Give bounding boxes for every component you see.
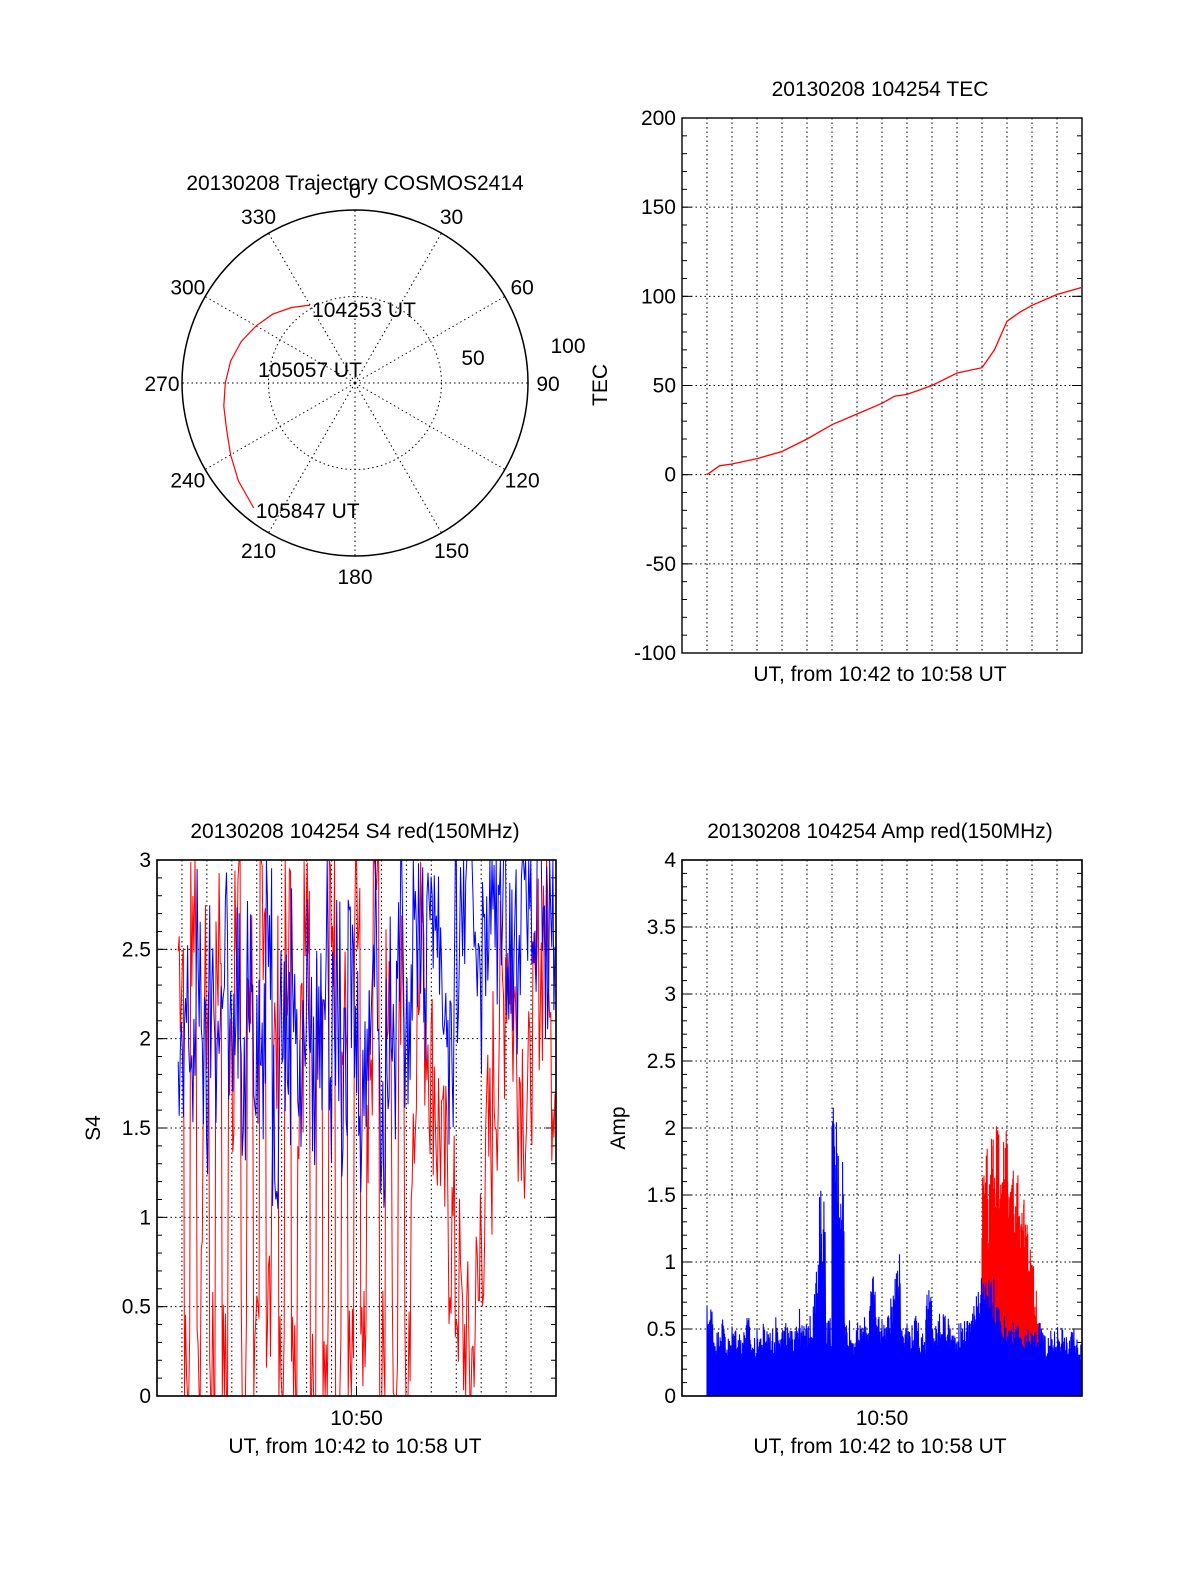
trajectory-start-label: 104253 UT (312, 299, 416, 322)
amp-plot-frame-top (681, 859, 1083, 1397)
trajectory-end-label: 105847 UT (256, 500, 360, 523)
y-tick-label: 1.5 (647, 1184, 676, 1207)
s4-series-line (177, 859, 556, 1397)
y-tick-label: 200 (641, 107, 676, 130)
x-tick-label: 10:50 (330, 1407, 383, 1430)
y-tick-label: 3.5 (647, 916, 676, 939)
y-tick-label: -100 (634, 642, 676, 665)
amp-panel: 20130208 104254 Amp red(150MHz) UT, from… (607, 820, 1083, 1458)
polar-spoke (354, 382, 442, 534)
s4-series-line (177, 859, 556, 1209)
y-tick-label: 3 (139, 849, 151, 872)
y-tick-label: 2 (664, 1117, 676, 1140)
y-tick-label: 0.5 (122, 1296, 151, 1319)
radial-label: 50 (461, 347, 484, 370)
amp-xlabel: UT, from 10:42 to 10:58 UT (753, 1435, 1006, 1458)
azimuth-label: 60 (510, 277, 533, 300)
trajectory-line (223, 304, 311, 509)
azimuth-label: 330 (241, 206, 276, 229)
y-tick-label: 1 (664, 1251, 676, 1274)
y-tick-label: -50 (646, 553, 676, 576)
amp-series-line (981, 1126, 1040, 1397)
tec-grid (682, 117, 1082, 654)
tec-plot-frame (681, 117, 1083, 654)
y-tick-label: 1 (139, 1206, 151, 1229)
azimuth-label: 0 (349, 180, 361, 203)
radial-label: 100 (550, 335, 585, 358)
y-tick-label: 100 (641, 285, 676, 308)
y-tick-label: 2.5 (647, 1050, 676, 1073)
amp-title: 20130208 104254 Amp red(150MHz) (707, 820, 1053, 843)
tec-panel: 20130208 104254 TEC UT, from 10:42 to 10… (589, 78, 1083, 686)
trajectory-mid-label: 105057 UT (258, 359, 362, 382)
x-tick-label: 10:50 (856, 1407, 909, 1430)
polar-spoke (354, 382, 506, 470)
s4-xlabel: UT, from 10:42 to 10:58 UT (228, 1435, 481, 1458)
y-tick-label: 1.5 (122, 1117, 151, 1140)
polar-spoke (268, 232, 356, 384)
polar-spoke (268, 382, 356, 534)
y-tick-label: 0 (664, 464, 676, 487)
polar-spoke (354, 232, 442, 384)
polar-azimuth-labels: 0 30 60 90 120 150 180 210 240 270 300 330 (144, 180, 559, 589)
polar-spoke (354, 296, 506, 384)
azimuth-label: 30 (440, 206, 463, 229)
azimuth-label: 240 (170, 470, 205, 493)
tec-series-line (706, 286, 1083, 476)
y-tick-label: 50 (653, 375, 676, 398)
y-tick-label: 150 (641, 196, 676, 219)
s4-ylabel: S4 (82, 1115, 105, 1141)
azimuth-label: 180 (337, 566, 372, 589)
y-tick-label: 0 (664, 1385, 676, 1408)
polar-trajectory-panel: 20130208 Trajectory COSMOS2414 0 30 60 90 12… (144, 172, 585, 589)
polar-spoke (204, 296, 356, 384)
s4-panel: 20130208 104254 S4 red(150MHz) UT, from … (82, 820, 557, 1458)
y-tick-label: 2 (139, 1028, 151, 1051)
tec-title: 20130208 104254 TEC (772, 78, 989, 101)
azimuth-label: 150 (434, 540, 469, 563)
polar-spoke (204, 382, 356, 470)
azimuth-label: 270 (144, 373, 179, 396)
tec-ylabel: TEC (589, 364, 612, 406)
azimuth-label: 210 (241, 540, 276, 563)
azimuth-label: 90 (536, 373, 559, 396)
s4-plot-frame-top (156, 859, 557, 1397)
y-tick-label: 3 (664, 983, 676, 1006)
y-tick-label: 0.5 (647, 1318, 676, 1341)
amp-ylabel: Amp (607, 1106, 630, 1149)
amp-series-line (706, 1107, 1082, 1397)
polar-title: 20130208 Trajectory COSMOS2414 (186, 172, 524, 195)
s4-title: 20130208 104254 S4 red(150MHz) (190, 820, 519, 843)
polar-radial-labels: 50 100 (461, 335, 585, 370)
azimuth-label: 300 (170, 277, 205, 300)
azimuth-label: 120 (505, 470, 540, 493)
y-tick-label: 0 (139, 1385, 151, 1408)
y-tick-label: 4 (664, 849, 676, 872)
tec-xlabel: UT, from 10:42 to 10:58 UT (753, 663, 1006, 686)
y-tick-label: 2.5 (122, 938, 151, 961)
polar-outer-circle (181, 209, 529, 557)
